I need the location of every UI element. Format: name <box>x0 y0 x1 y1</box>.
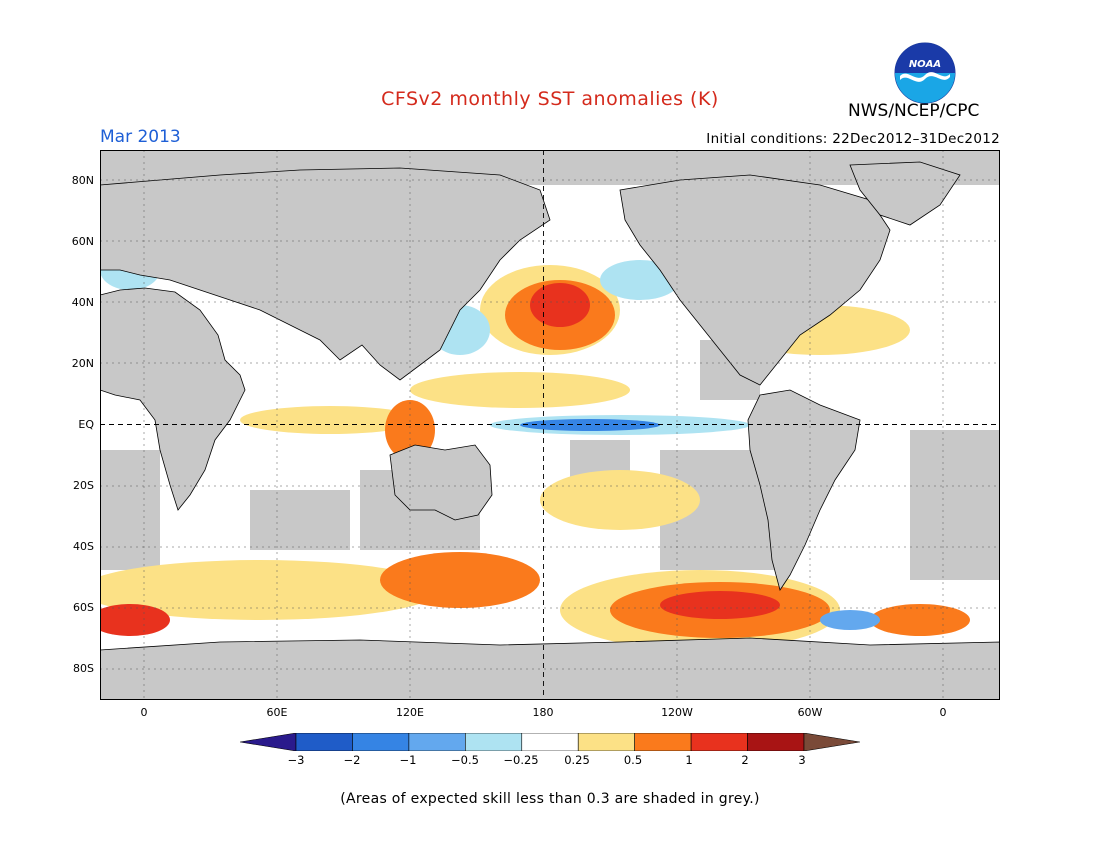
colorbar-bin <box>634 733 692 751</box>
land-masses <box>100 161 1000 700</box>
skill-note: (Areas of expected skill less than 0.3 a… <box>340 791 760 807</box>
sst-anomaly-map <box>100 150 1000 700</box>
colorbar-tick-label: −1 <box>399 753 417 767</box>
lon-label: 0 <box>939 706 947 719</box>
lat-label: 40S <box>73 540 94 553</box>
colorbar-tick-label: 0.25 <box>564 753 590 767</box>
lon-label: 120W <box>661 706 693 719</box>
forecast-month: Mar 2013 <box>100 127 181 147</box>
colorbar-tick-label: −0.5 <box>451 753 479 767</box>
lon-label: 60W <box>797 706 823 719</box>
lon-label: 0 <box>140 706 148 719</box>
colorbar-bin <box>747 733 805 751</box>
colorbar-bin <box>408 733 466 751</box>
colorbar-bin <box>521 733 579 751</box>
agency-label: NWS/NCEP/CPC <box>848 101 980 121</box>
lat-label: 80S <box>73 662 94 675</box>
colorbar-bin <box>803 733 860 751</box>
lat-label: 40N <box>71 296 94 309</box>
initial-conditions: Initial conditions: 22Dec2012–31Dec2012 <box>706 131 1000 147</box>
colorbar-tick-label: 2 <box>741 753 749 767</box>
colorbar-bin <box>577 733 635 751</box>
colorbar-tick-label: 0.5 <box>623 753 643 767</box>
colorbar-tick-label: −2 <box>343 753 361 767</box>
lon-label: 60E <box>266 706 288 719</box>
colorbar-tick-label: −3 <box>287 753 305 767</box>
colorbar-bin <box>352 733 410 751</box>
lat-label: 60S <box>73 601 94 614</box>
lon-label: 120E <box>396 706 424 719</box>
colorbar-tick-label: 3 <box>798 753 806 767</box>
lat-label: 20S <box>73 479 94 492</box>
noaa-logo: NOAA <box>894 42 956 104</box>
colorbar-bin <box>465 733 523 751</box>
colorbar-bin <box>690 733 748 751</box>
lat-label: EQ <box>78 418 94 431</box>
colorbar-bin <box>240 733 297 751</box>
lat-label: 60N <box>71 235 94 248</box>
colorbar <box>240 733 860 751</box>
map-title: CFSv2 monthly SST anomalies (K) <box>381 88 719 110</box>
lat-label: 80N <box>71 174 94 187</box>
lat-label: 20N <box>71 357 94 370</box>
svg-text:NOAA: NOAA <box>909 59 941 70</box>
colorbar-tick-label: −0.25 <box>503 753 539 767</box>
colorbar-tick-label: 1 <box>685 753 693 767</box>
lon-label: 180 <box>532 706 554 719</box>
graticule <box>100 150 1000 700</box>
colorbar-bin <box>295 733 353 751</box>
